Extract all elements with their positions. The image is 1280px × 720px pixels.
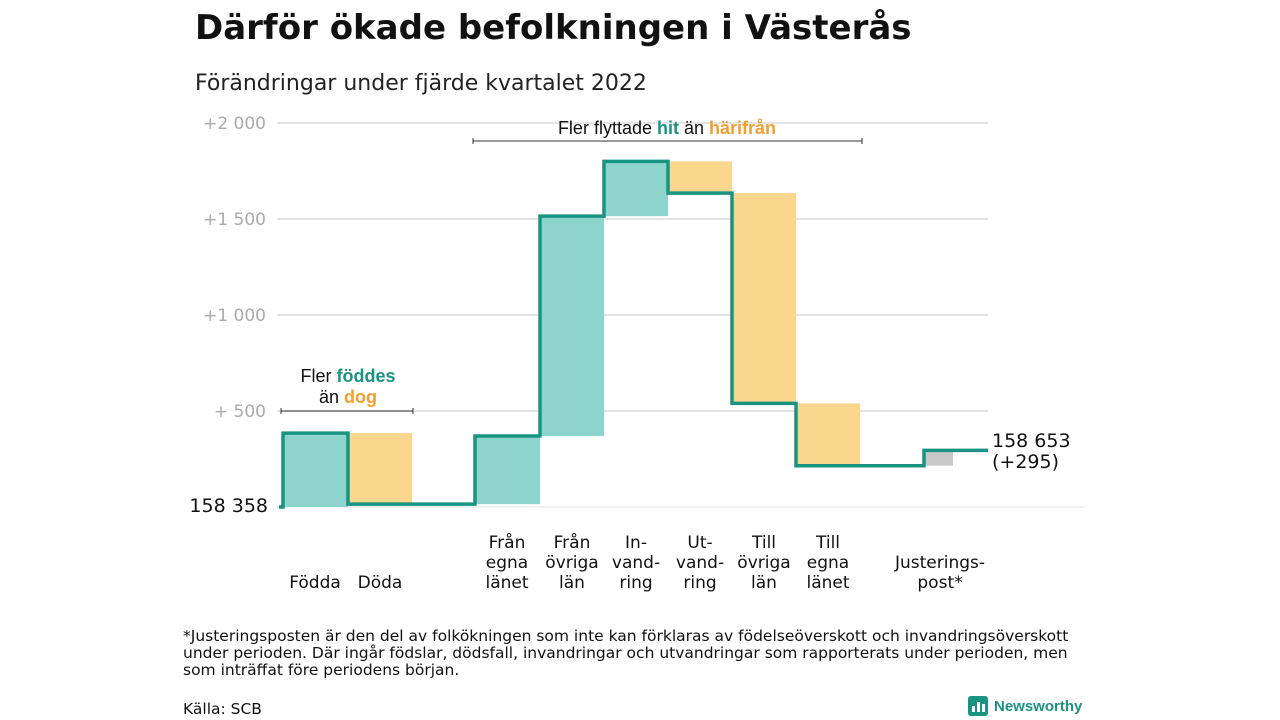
category-label: övriga xyxy=(545,553,598,573)
category-label: Ut- xyxy=(687,533,712,553)
y-tick-label: +1 500 xyxy=(203,210,266,230)
birth-annotation-line1: Fler föddes xyxy=(300,366,395,386)
y-tick-label: +2 000 xyxy=(203,114,266,134)
category-label: Födda xyxy=(289,573,341,593)
category-label: Justerings- xyxy=(894,553,985,573)
category-label: Till xyxy=(815,533,840,553)
y-tick-label: + 500 xyxy=(214,402,266,422)
category-label: post* xyxy=(917,573,962,593)
category-label: länet xyxy=(806,573,849,593)
migration-bracket xyxy=(472,138,863,144)
bar-4 xyxy=(540,216,604,436)
category-label: övriga xyxy=(737,553,790,573)
category-label: vand- xyxy=(676,553,724,573)
y-tick-label: +1 000 xyxy=(203,306,266,326)
waterfall-line xyxy=(279,159,988,509)
category-label: Från xyxy=(489,532,526,553)
brand-name: Newsworthy xyxy=(994,697,1083,715)
chart-title: Därför ökade befolkningen i Västerås xyxy=(195,8,912,48)
category-label: Döda xyxy=(358,573,403,593)
start-value-label: 158 358 xyxy=(189,495,268,517)
birth-annotation-line2: än dog xyxy=(319,387,377,407)
chart-subtitle: Förändringar under fjärde kvartalet 2022 xyxy=(195,71,647,96)
category-label: länet xyxy=(485,573,528,593)
category-label: egna xyxy=(486,553,528,573)
bar-2 xyxy=(348,433,412,505)
migration-annotation: Fler flyttade hit än härifrån xyxy=(558,118,776,138)
category-label: ring xyxy=(619,573,652,593)
bar-8 xyxy=(796,403,860,466)
category-label: vand- xyxy=(612,553,660,573)
footnote: *Justeringsposten är den del av folkökni… xyxy=(183,627,1069,679)
end-value-label: 158 653 xyxy=(992,430,1071,452)
category-label: ring xyxy=(683,573,716,593)
bar-7 xyxy=(732,193,796,404)
category-label: Till xyxy=(751,533,776,553)
source-label: Källa: SCB xyxy=(183,700,262,718)
brand-logo: Newsworthy xyxy=(968,696,1082,716)
category-label: län xyxy=(559,573,585,593)
newsworthy-icon xyxy=(968,696,988,716)
end-change-label: (+295) xyxy=(992,451,1059,473)
birth-bracket xyxy=(280,408,414,414)
waterfall-chart: +2 000 +1 500 +1 000 + 500 158 358 158 653(+2… xyxy=(189,114,1085,593)
bar-3 xyxy=(475,435,540,505)
bar-9 xyxy=(924,450,953,466)
bar-5 xyxy=(604,161,668,217)
category-label: In- xyxy=(625,533,647,553)
bar-6 xyxy=(668,161,732,194)
category-label: län xyxy=(751,573,777,593)
category-label: egna xyxy=(807,553,849,573)
bar-1 xyxy=(283,433,348,507)
category-label: Från xyxy=(554,532,591,553)
